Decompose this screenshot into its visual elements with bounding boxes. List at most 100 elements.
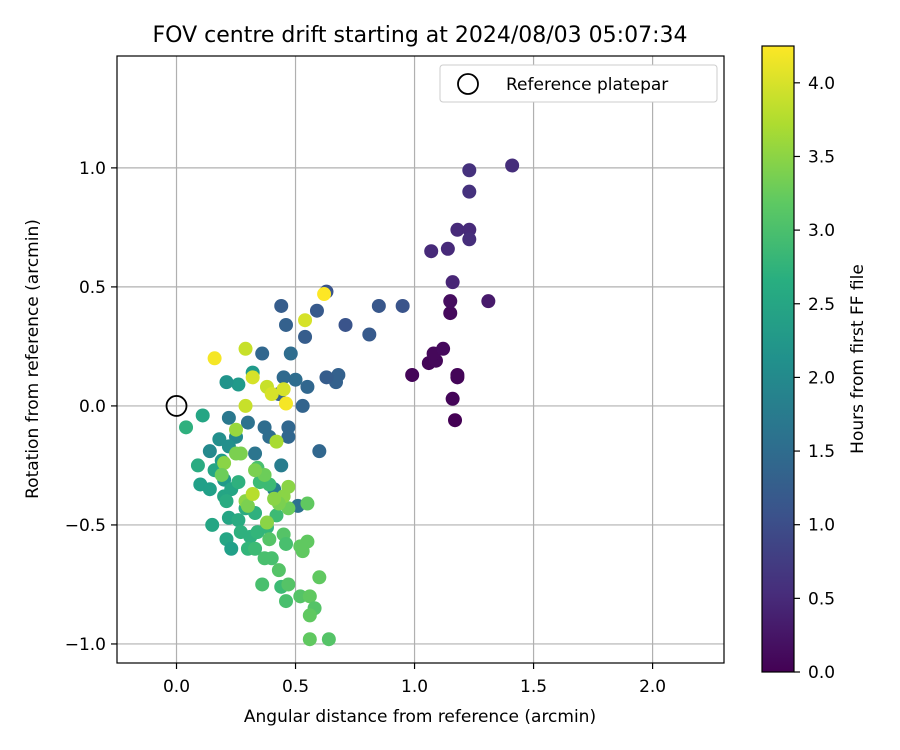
data-point xyxy=(281,577,296,592)
data-point xyxy=(219,375,234,390)
y-tick-label: 0.0 xyxy=(79,397,106,417)
data-point xyxy=(281,429,296,444)
data-point xyxy=(445,275,460,290)
data-point xyxy=(231,475,246,490)
data-point xyxy=(240,415,255,430)
data-point xyxy=(424,244,439,259)
data-point xyxy=(269,508,284,523)
x-tick-label: 0.5 xyxy=(282,677,309,697)
data-point xyxy=(257,420,272,435)
data-point xyxy=(271,563,286,578)
data-point xyxy=(276,382,291,397)
colorbar-ticks: 0.0 0.5 1.0 1.5 2.0 2.5 3.0 3.5 4.0 xyxy=(794,74,835,683)
reference-marker xyxy=(165,395,188,417)
data-point xyxy=(300,534,315,549)
data-point xyxy=(207,351,222,366)
data-point xyxy=(395,298,410,313)
y-tick-label: −1.0 xyxy=(65,635,106,655)
data-point xyxy=(276,370,291,385)
data-point xyxy=(462,232,477,247)
colorbar-tick-label: 4.0 xyxy=(808,74,835,94)
colorbar-tick-label: 2.0 xyxy=(808,368,835,388)
data-point xyxy=(267,491,282,506)
data-point xyxy=(505,158,520,173)
data-point xyxy=(231,513,246,528)
data-point xyxy=(302,589,317,604)
data-point xyxy=(462,184,477,199)
colorbar xyxy=(761,45,795,673)
data-point xyxy=(248,446,263,461)
colorbar-tick-label: 0.5 xyxy=(808,589,835,609)
data-point xyxy=(300,496,315,511)
data-point xyxy=(190,458,205,473)
legend-marker-icon xyxy=(457,73,479,95)
data-point xyxy=(279,396,294,411)
x-axis-ticks: 0.0 0.5 1.0 1.5 2.0 xyxy=(163,663,666,697)
data-point xyxy=(238,341,253,356)
data-point xyxy=(214,467,229,482)
y-axis-ticks: −1.0 −0.5 0.0 0.5 1.0 xyxy=(65,159,117,655)
colorbar-label: Hours from first FF file xyxy=(848,264,868,454)
data-point xyxy=(279,536,294,551)
data-point xyxy=(319,370,334,385)
data-point xyxy=(229,422,244,437)
data-point xyxy=(224,541,239,556)
legend-box xyxy=(439,64,718,103)
data-point xyxy=(443,306,458,321)
data-point xyxy=(245,486,260,501)
colorbar-tick-label: 3.5 xyxy=(808,147,835,167)
data-point xyxy=(481,294,496,309)
data-point xyxy=(217,456,232,471)
x-tick-label: 1.0 xyxy=(401,677,428,697)
data-point xyxy=(195,408,210,423)
data-point xyxy=(205,517,220,532)
data-points xyxy=(179,158,520,647)
data-point xyxy=(279,317,294,332)
colorbar-tick-label: 1.5 xyxy=(808,442,835,462)
data-point xyxy=(179,420,194,435)
data-point xyxy=(450,222,465,237)
data-point xyxy=(255,346,270,361)
legend-label: Reference platepar xyxy=(506,75,668,95)
data-point xyxy=(281,479,296,494)
data-point xyxy=(448,413,463,428)
x-tick-label: 2.0 xyxy=(639,677,666,697)
data-point xyxy=(450,367,465,382)
data-point xyxy=(443,294,458,309)
data-point xyxy=(240,498,255,513)
data-point xyxy=(300,379,315,394)
data-point xyxy=(440,241,455,256)
data-point xyxy=(295,398,310,413)
data-point xyxy=(321,632,336,647)
y-tick-label: 1.0 xyxy=(79,159,106,179)
data-point xyxy=(312,444,327,459)
data-point xyxy=(202,482,217,497)
data-point xyxy=(245,370,260,385)
data-point xyxy=(338,317,353,332)
data-point xyxy=(436,341,451,356)
data-point xyxy=(283,346,298,361)
data-point xyxy=(288,372,303,387)
data-point xyxy=(219,494,234,509)
data-point xyxy=(229,446,244,461)
data-point xyxy=(405,367,420,382)
chart-title: FOV centre drift starting at 2024/08/03 … xyxy=(153,23,688,48)
data-point xyxy=(274,458,289,473)
colorbar-tick-label: 0.0 xyxy=(808,663,835,683)
data-point xyxy=(202,444,217,459)
data-point xyxy=(259,515,274,530)
data-point xyxy=(264,551,279,566)
x-tick-label: 1.5 xyxy=(520,677,547,697)
data-point xyxy=(238,398,253,413)
y-tick-label: −0.5 xyxy=(65,516,106,536)
data-point xyxy=(212,432,227,447)
x-axis-label: Angular distance from reference (arcmin) xyxy=(244,707,596,727)
data-point xyxy=(248,541,263,556)
data-point xyxy=(298,329,313,344)
data-point xyxy=(309,303,324,318)
data-point xyxy=(302,608,317,623)
data-point xyxy=(302,632,317,647)
y-axis-label: Rotation from reference (arcmin) xyxy=(23,219,43,499)
data-point xyxy=(231,377,246,392)
